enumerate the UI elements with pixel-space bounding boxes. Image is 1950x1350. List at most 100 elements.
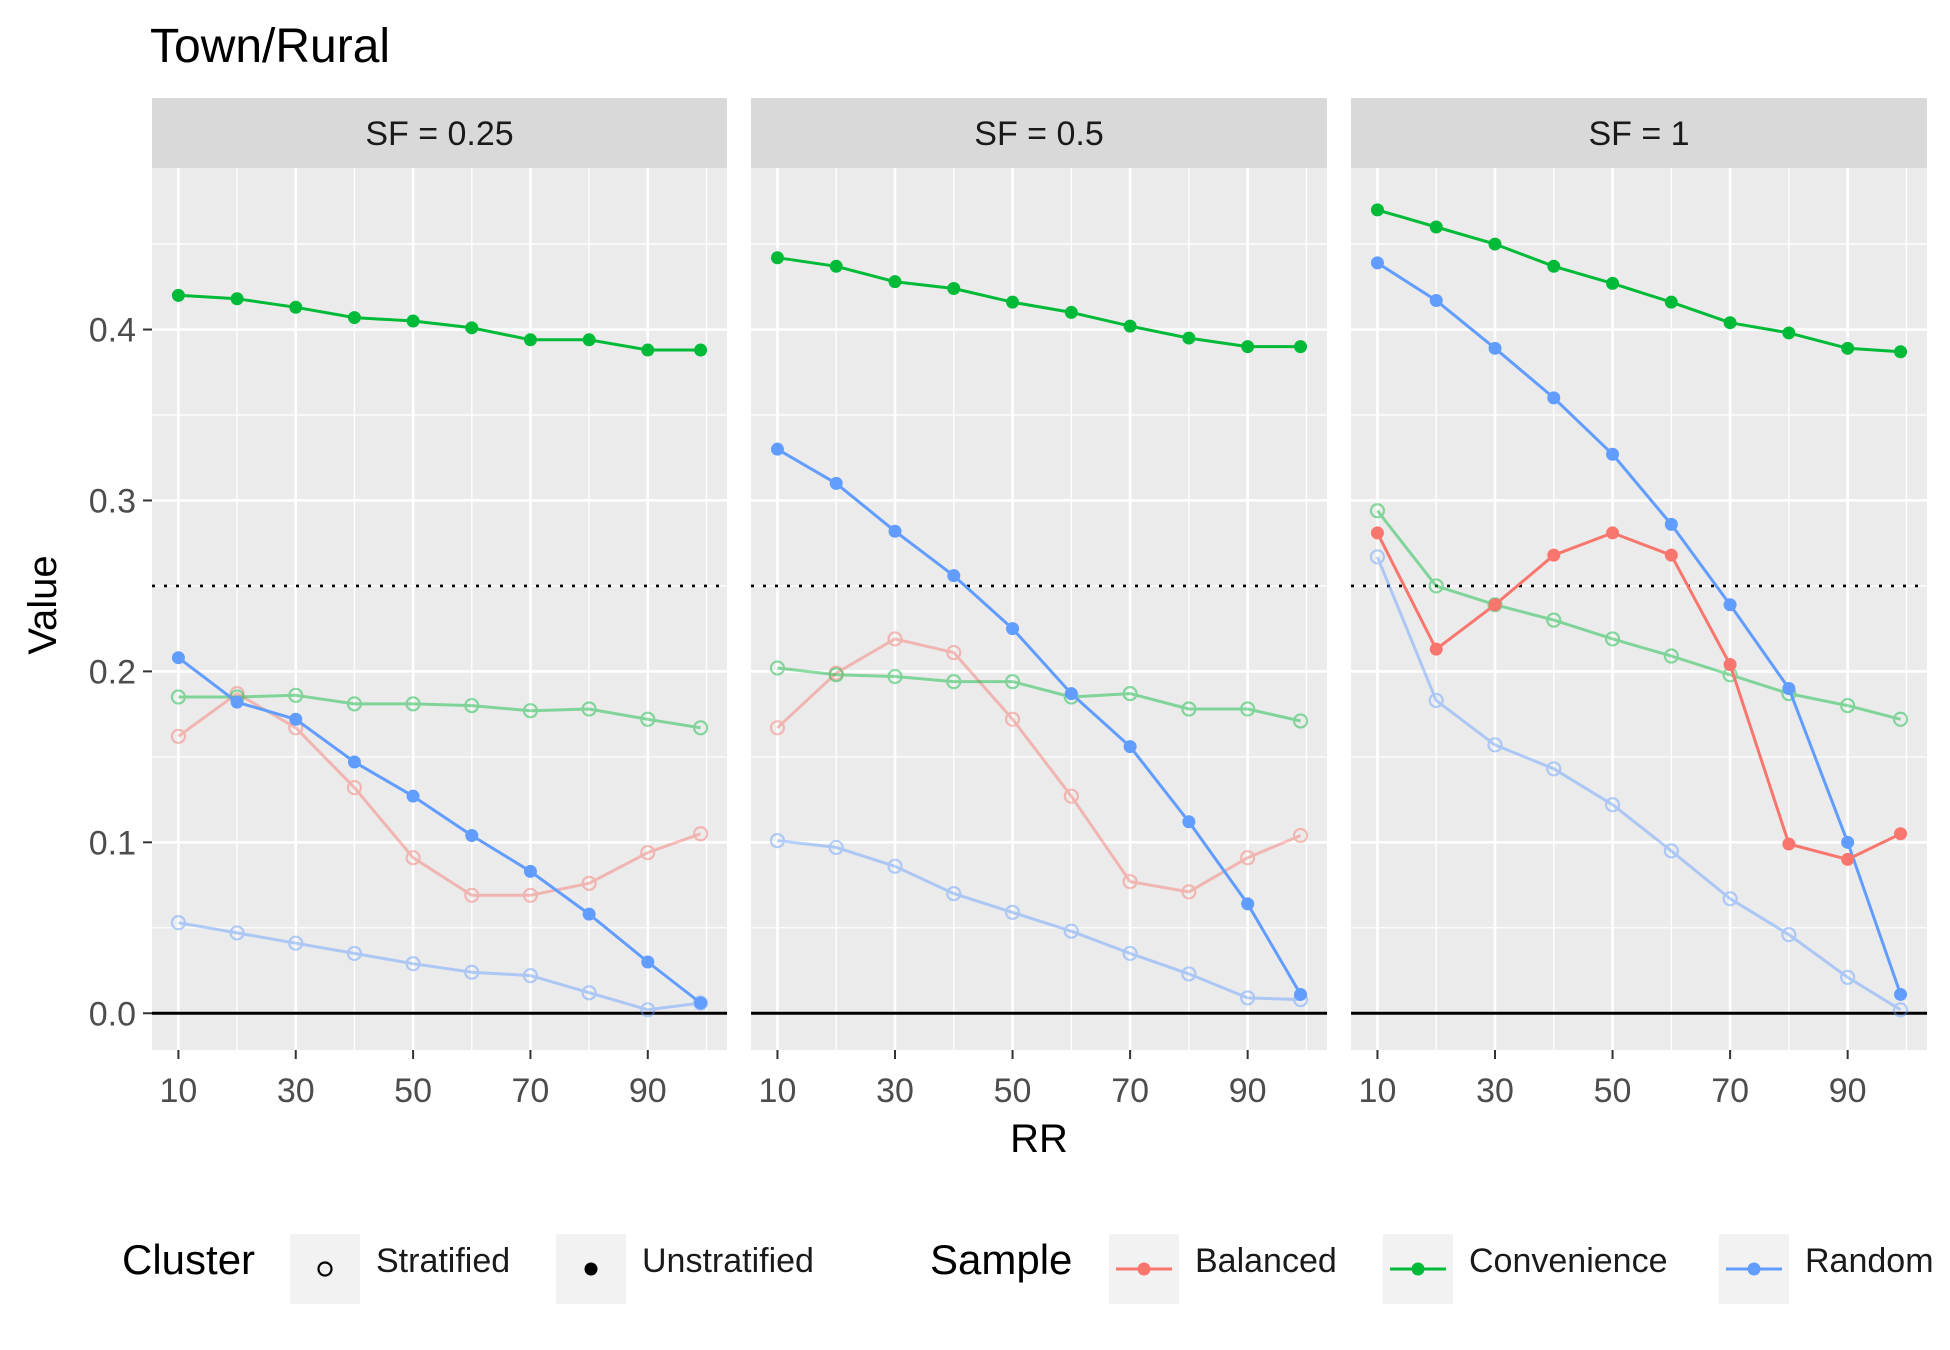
data-point — [946, 644, 962, 661]
data-point — [1841, 852, 1855, 866]
panel-background — [1351, 168, 1927, 1050]
data-point — [1292, 827, 1309, 844]
data-point — [1064, 305, 1078, 319]
facet-strip-label: SF = 1 — [1588, 115, 1689, 153]
series-line — [177, 656, 702, 1005]
data-point — [346, 696, 363, 712]
data-point — [405, 850, 421, 866]
data-point — [1782, 326, 1796, 340]
x-axis-label: RR — [1010, 1117, 1068, 1161]
data-point — [770, 251, 784, 265]
data-point — [346, 945, 363, 962]
data-point — [288, 935, 304, 951]
series-balanced-unstratified — [1370, 526, 1908, 866]
data-point — [170, 728, 187, 744]
panel-background — [751, 168, 1327, 1050]
data-point — [1241, 340, 1255, 354]
x-tick-label: 90 — [1829, 1072, 1867, 1110]
series-line — [1376, 208, 1901, 354]
legend-title-cluster: Cluster — [122, 1236, 255, 1283]
data-point — [347, 755, 361, 769]
series-random-unstratified — [171, 651, 708, 1010]
data-point — [1370, 526, 1384, 540]
data-point — [1841, 835, 1855, 849]
data-point — [769, 720, 786, 736]
legend-point-icon — [1747, 1262, 1761, 1276]
data-point — [1723, 316, 1737, 330]
data-point — [1182, 815, 1196, 829]
data-point — [1892, 711, 1909, 727]
data-point — [1181, 884, 1197, 900]
data-point — [1723, 658, 1737, 672]
data-point — [1664, 517, 1678, 531]
x-tick-label: 10 — [1359, 1072, 1397, 1110]
series-line — [178, 921, 701, 1012]
data-point — [947, 569, 961, 583]
legend-label: Stratified — [376, 1242, 510, 1280]
data-point — [1722, 891, 1738, 907]
data-point — [1663, 843, 1679, 859]
y-axis: 0.0 0.1 0.2 0.3 0.4 — [89, 312, 152, 1033]
data-point — [406, 789, 420, 803]
data-point — [1782, 681, 1796, 695]
data-point — [946, 674, 962, 690]
data-point — [405, 956, 421, 972]
data-point — [1292, 713, 1309, 729]
legend-label: Convenience — [1469, 1242, 1667, 1280]
data-point — [170, 689, 187, 705]
x-tick-label: 50 — [994, 1072, 1032, 1110]
data-point — [1006, 295, 1020, 309]
data-point — [692, 826, 709, 842]
data-point — [1841, 341, 1855, 355]
data-point — [1064, 687, 1078, 701]
legend-title-sample: Sample — [930, 1236, 1072, 1283]
data-point — [346, 780, 363, 796]
data-point — [1487, 737, 1503, 753]
data-point — [1428, 578, 1444, 594]
x-tick-label: 30 — [1476, 1072, 1514, 1110]
data-point — [1006, 622, 1020, 636]
data-point — [1894, 345, 1908, 359]
data-point — [1488, 237, 1502, 251]
data-point — [694, 996, 708, 1010]
facet-strip-label: SF = 0.5 — [974, 115, 1103, 153]
series-line — [777, 666, 1301, 723]
data-point — [1664, 548, 1678, 562]
x-tick-label: 70 — [1111, 1072, 1149, 1110]
x-tick-label: 30 — [876, 1072, 914, 1110]
series-line — [776, 637, 1302, 894]
legend-key — [290, 1234, 360, 1304]
panel-sf-1: SF = 1 10 30 50 70 90 — [1351, 98, 1927, 1110]
data-point — [640, 711, 656, 727]
data-point — [581, 985, 597, 1001]
data-point — [692, 720, 709, 736]
y-tick-label: 0.4 — [89, 312, 136, 350]
data-point — [1369, 549, 1386, 565]
data-point — [1429, 293, 1443, 307]
data-point — [1547, 259, 1561, 273]
data-point — [170, 915, 187, 931]
x-tick-label: 30 — [277, 1072, 315, 1110]
chart-title: Town/Rural — [150, 20, 390, 73]
data-point — [1604, 797, 1621, 813]
series-line — [1376, 531, 1902, 861]
panel-sf-0-25: SF = 0.25 10 30 50 70 90 — [152, 98, 727, 1110]
series-convenience-unstratified — [171, 288, 708, 357]
data-point — [582, 907, 596, 921]
series-random-unstratified — [1370, 256, 1908, 1001]
series-convenience-stratified — [769, 660, 1309, 729]
data-point — [1123, 319, 1137, 333]
x-tick-label: 70 — [1711, 1072, 1749, 1110]
facet-strip — [1351, 98, 1927, 168]
series-balanced-stratified — [769, 631, 1309, 900]
data-point — [581, 875, 597, 891]
x-tick-label: 90 — [1229, 1072, 1267, 1110]
data-point — [1429, 642, 1443, 656]
panel-sf-0-5: SF = 0.5 10 30 50 70 90 — [751, 98, 1327, 1110]
facet-strip — [751, 98, 1327, 168]
data-point — [1840, 969, 1856, 985]
legend-item-convenience: Convenience — [1383, 1234, 1667, 1304]
data-point — [888, 524, 902, 538]
y-tick-label: 0.0 — [89, 995, 136, 1033]
